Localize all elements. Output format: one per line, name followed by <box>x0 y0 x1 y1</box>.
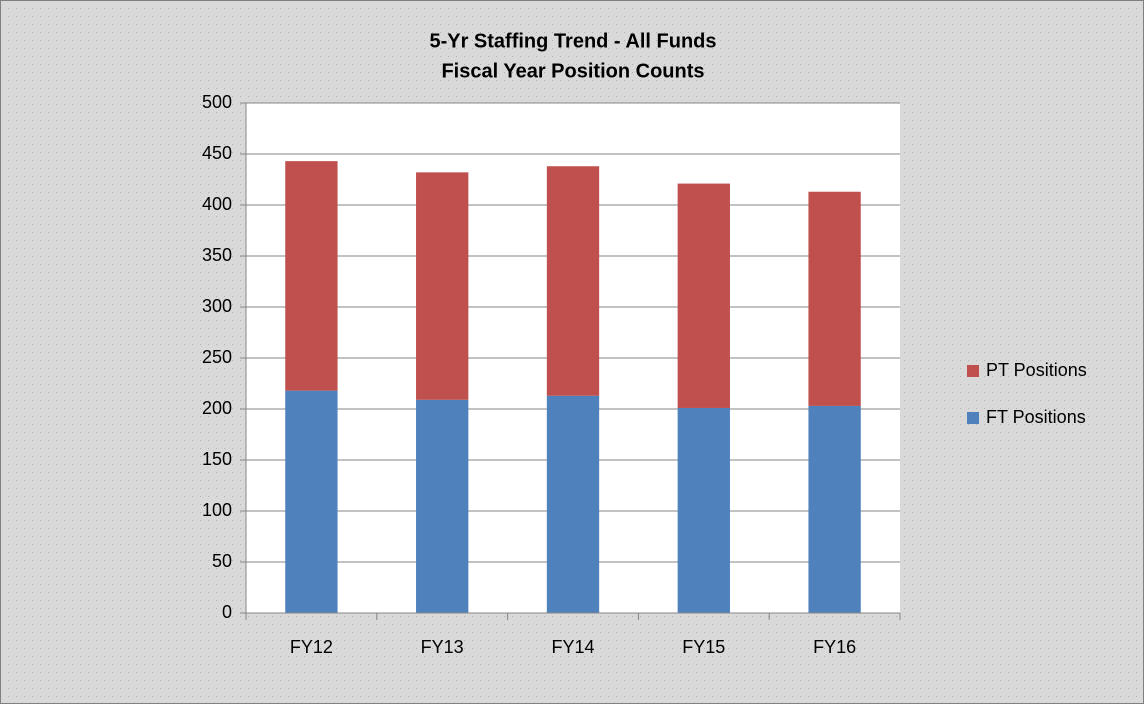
legend-label: FT Positions <box>986 407 1086 427</box>
y-tick-label: 150 <box>202 449 232 469</box>
bar-segment <box>285 390 338 613</box>
bar-segment <box>546 395 600 613</box>
y-tick-label: 400 <box>202 194 232 214</box>
y-tick-label: 500 <box>202 92 232 112</box>
x-tick-label: FY15 <box>682 637 725 657</box>
bar-segment <box>677 183 730 408</box>
y-tick-label: 50 <box>212 551 232 571</box>
legend-label: PT Positions <box>986 360 1087 380</box>
legend-swatch <box>967 412 979 424</box>
x-tick-label: FY12 <box>290 637 333 657</box>
y-tick-label: 100 <box>202 500 232 520</box>
bar-segment <box>416 399 469 613</box>
bar-segment <box>416 172 469 400</box>
bar-segment <box>808 405 861 613</box>
chart-title: 5-Yr Staffing Trend - All Funds <box>429 30 716 52</box>
y-tick-label: 200 <box>202 398 232 418</box>
x-tick-label: FY13 <box>421 637 464 657</box>
bar-segment <box>808 191 861 406</box>
y-tick-label: 450 <box>202 143 232 163</box>
y-tick-label: 250 <box>202 347 232 367</box>
legend-swatch <box>967 365 979 377</box>
chart-subtitle: Fiscal Year Position Counts <box>441 60 704 82</box>
x-tick-label: FY16 <box>813 637 856 657</box>
bar-segment <box>285 161 338 391</box>
bar-segment <box>546 166 600 396</box>
bar-segment <box>677 407 730 613</box>
y-tick-label: 0 <box>222 602 232 622</box>
y-tick-label: 350 <box>202 245 232 265</box>
x-tick-label: FY14 <box>551 637 594 657</box>
y-tick-label: 300 <box>202 296 232 316</box>
